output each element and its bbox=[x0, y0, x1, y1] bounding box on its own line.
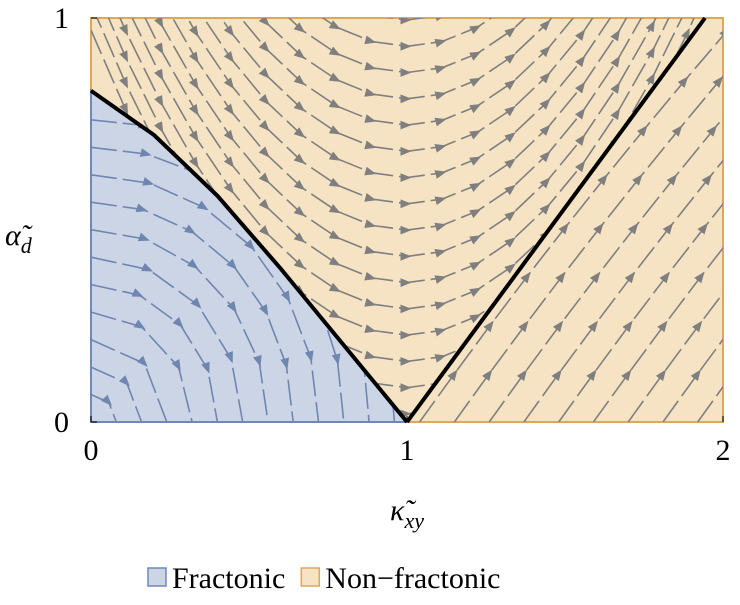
legend-label: Non−fractonic bbox=[325, 562, 500, 595]
streamline bbox=[627, 18, 723, 422]
legend-swatch bbox=[300, 567, 321, 587]
streamline bbox=[91, 393, 118, 422]
x-tick-label: 2 bbox=[716, 434, 731, 467]
streamline bbox=[592, 18, 723, 422]
legend-label: Fractonic bbox=[172, 562, 285, 595]
streamline bbox=[662, 18, 723, 422]
x-tick-label: 1 bbox=[400, 434, 415, 467]
phase-boundary bbox=[405, 16, 707, 424]
y-tick-label: 1 bbox=[54, 2, 69, 35]
y-tick-label: 0 bbox=[54, 406, 69, 439]
x-axis-label: κ̃xy bbox=[390, 494, 424, 533]
phase-boundary bbox=[89, 89, 409, 424]
x-tick-label: 0 bbox=[84, 434, 99, 467]
streamline bbox=[558, 18, 723, 422]
y-axis-label: α̃d bbox=[5, 219, 33, 258]
legend-swatch bbox=[147, 567, 167, 587]
